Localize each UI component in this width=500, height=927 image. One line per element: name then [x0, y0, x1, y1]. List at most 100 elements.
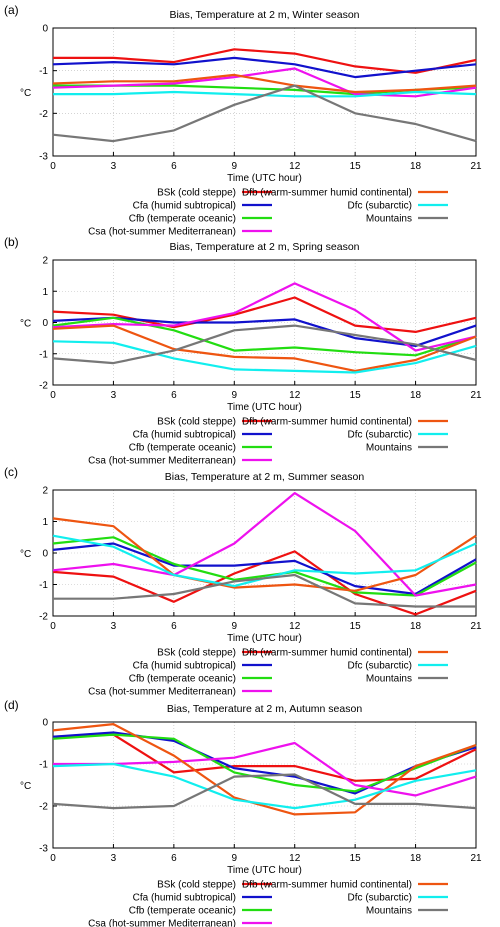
x-tick-label: 6 [171, 853, 177, 864]
series-line-mountains [53, 573, 476, 608]
x-tick-label: 9 [232, 853, 238, 864]
series-line-cfa [52, 731, 477, 795]
legend-label: BSk (cold steppe) [157, 880, 236, 891]
series-line-csa [52, 67, 477, 98]
series-line-dfc [52, 762, 477, 810]
legend-label: Csa (hot-summer Mediterranean) [88, 919, 236, 927]
series-line-bsk [52, 733, 477, 782]
x-tick-label: 18 [410, 621, 422, 632]
x-tick-label: 15 [350, 853, 362, 864]
legend-label: Dfb (warm-summer humid continental) [242, 188, 412, 199]
legend-label: Csa (hot-summer Mediterranean) [88, 227, 236, 238]
y-tick-label: -2 [39, 802, 48, 813]
y-tick-label: -1 [39, 349, 48, 360]
y-tick-label: -1 [39, 760, 48, 771]
y-tick-label: -1 [39, 66, 48, 77]
series-line-bsk [52, 296, 477, 333]
y-tick-label: 0 [42, 24, 48, 35]
series-line-dfc [52, 340, 477, 374]
y-axis-label: °C [20, 781, 31, 792]
y-axis-label: °C [20, 88, 31, 99]
y-tick-label: 1 [42, 517, 48, 528]
x-tick-label: 12 [289, 390, 301, 401]
chart-panel-4: (d) Bias, Temperature at 2 m, Autumn seas… [4, 698, 482, 927]
legend-label: Csa (hot-summer Mediterranean) [88, 687, 236, 698]
y-tick-label: 0 [42, 318, 48, 329]
legend-label: Dfc (subarctic) [348, 430, 412, 441]
series-line-dfb [52, 324, 477, 372]
x-tick-label: 12 [289, 161, 301, 172]
y-tick-label: -2 [39, 109, 48, 120]
panel-label: (a) [4, 3, 19, 17]
x-axis-label: Time (UTC hour) [227, 865, 302, 876]
chart-panel-3: (c) Bias, Temperature at 2 m, Summer seas… [4, 465, 482, 698]
x-tick-label: 12 [289, 853, 301, 864]
x-tick-label: 0 [50, 390, 56, 401]
x-tick-label: 9 [232, 390, 238, 401]
x-axis-label: Time (UTC hour) [227, 402, 302, 413]
x-tick-label: 21 [470, 621, 482, 632]
panel-label: (c) [4, 465, 18, 479]
x-tick-label: 3 [111, 853, 117, 864]
x-tick-label: 21 [470, 161, 482, 172]
y-tick-label: -1 [39, 580, 48, 591]
legend-label: Csa (hot-summer Mediterranean) [88, 456, 236, 467]
x-tick-label: 15 [350, 621, 362, 632]
y-tick-label: -3 [39, 152, 48, 163]
x-tick-label: 21 [470, 853, 482, 864]
x-tick-label: 0 [50, 621, 56, 632]
chart-title: Bias, Temperature at 2 m, Winter season [169, 9, 359, 21]
plot-frame [52, 721, 477, 849]
legend-label: Cfa (humid subtropical) [133, 430, 236, 441]
x-tick-label: 15 [350, 390, 362, 401]
series-line-csa [53, 741, 477, 797]
y-tick-label: -2 [39, 381, 48, 392]
legend-label: Cfb (temperate oceanic) [129, 214, 236, 225]
series-line-cfb [52, 733, 477, 793]
y-tick-label: -2 [39, 612, 48, 623]
chart-panel-2: (b) Bias, Temperature at 2 m, Spring seas… [4, 235, 482, 467]
plot-frame [52, 27, 477, 157]
series-line-bsk [52, 550, 477, 616]
series-line-dfb [52, 722, 477, 816]
chart-title: Bias, Temperature at 2 m, Summer season [165, 471, 365, 483]
legend-label: Dfc (subarctic) [348, 201, 412, 212]
x-tick-label: 3 [111, 161, 117, 172]
x-tick-label: 21 [470, 390, 482, 401]
x-tick-label: 18 [410, 390, 422, 401]
series-line-mountains [52, 84, 477, 143]
series-line-csa [52, 492, 477, 597]
y-axis-label: °C [20, 549, 31, 560]
legend-label: Cfb (temperate oceanic) [129, 443, 236, 454]
x-tick-label: 15 [350, 161, 362, 172]
legend-label: Cfa (humid subtropical) [133, 201, 236, 212]
x-tick-label: 18 [410, 161, 422, 172]
x-tick-label: 6 [171, 161, 177, 172]
x-tick-label: 9 [232, 621, 238, 632]
panel-label: (b) [4, 235, 19, 249]
y-axis-label: °C [20, 319, 31, 330]
x-tick-label: 6 [171, 621, 177, 632]
series-line-mountains [52, 324, 477, 365]
series-line-cfb [52, 316, 477, 357]
x-axis-label: Time (UTC hour) [227, 633, 302, 644]
panel-label: (d) [4, 698, 19, 712]
y-tick-label: 0 [42, 549, 48, 560]
x-tick-label: 6 [171, 390, 177, 401]
legend-label: Dfb (warm-summer humid continental) [242, 880, 412, 891]
legend-label: Mountains [366, 906, 412, 917]
x-tick-label: 3 [111, 390, 117, 401]
series-line-dfb [52, 517, 477, 592]
legend-label: BSk (cold steppe) [157, 188, 236, 199]
legend-label: BSk (cold steppe) [157, 417, 236, 428]
y-tick-label: 0 [42, 718, 48, 729]
series-line-cfa [52, 56, 477, 79]
legend-label: Mountains [366, 674, 412, 685]
x-tick-label: 9 [232, 161, 238, 172]
x-tick-label: 0 [50, 853, 56, 864]
series-line-cfa [52, 542, 477, 596]
legend-label: Cfa (humid subtropical) [133, 893, 236, 904]
legend-label: Dfc (subarctic) [348, 661, 412, 672]
legend-label: Mountains [366, 443, 412, 454]
